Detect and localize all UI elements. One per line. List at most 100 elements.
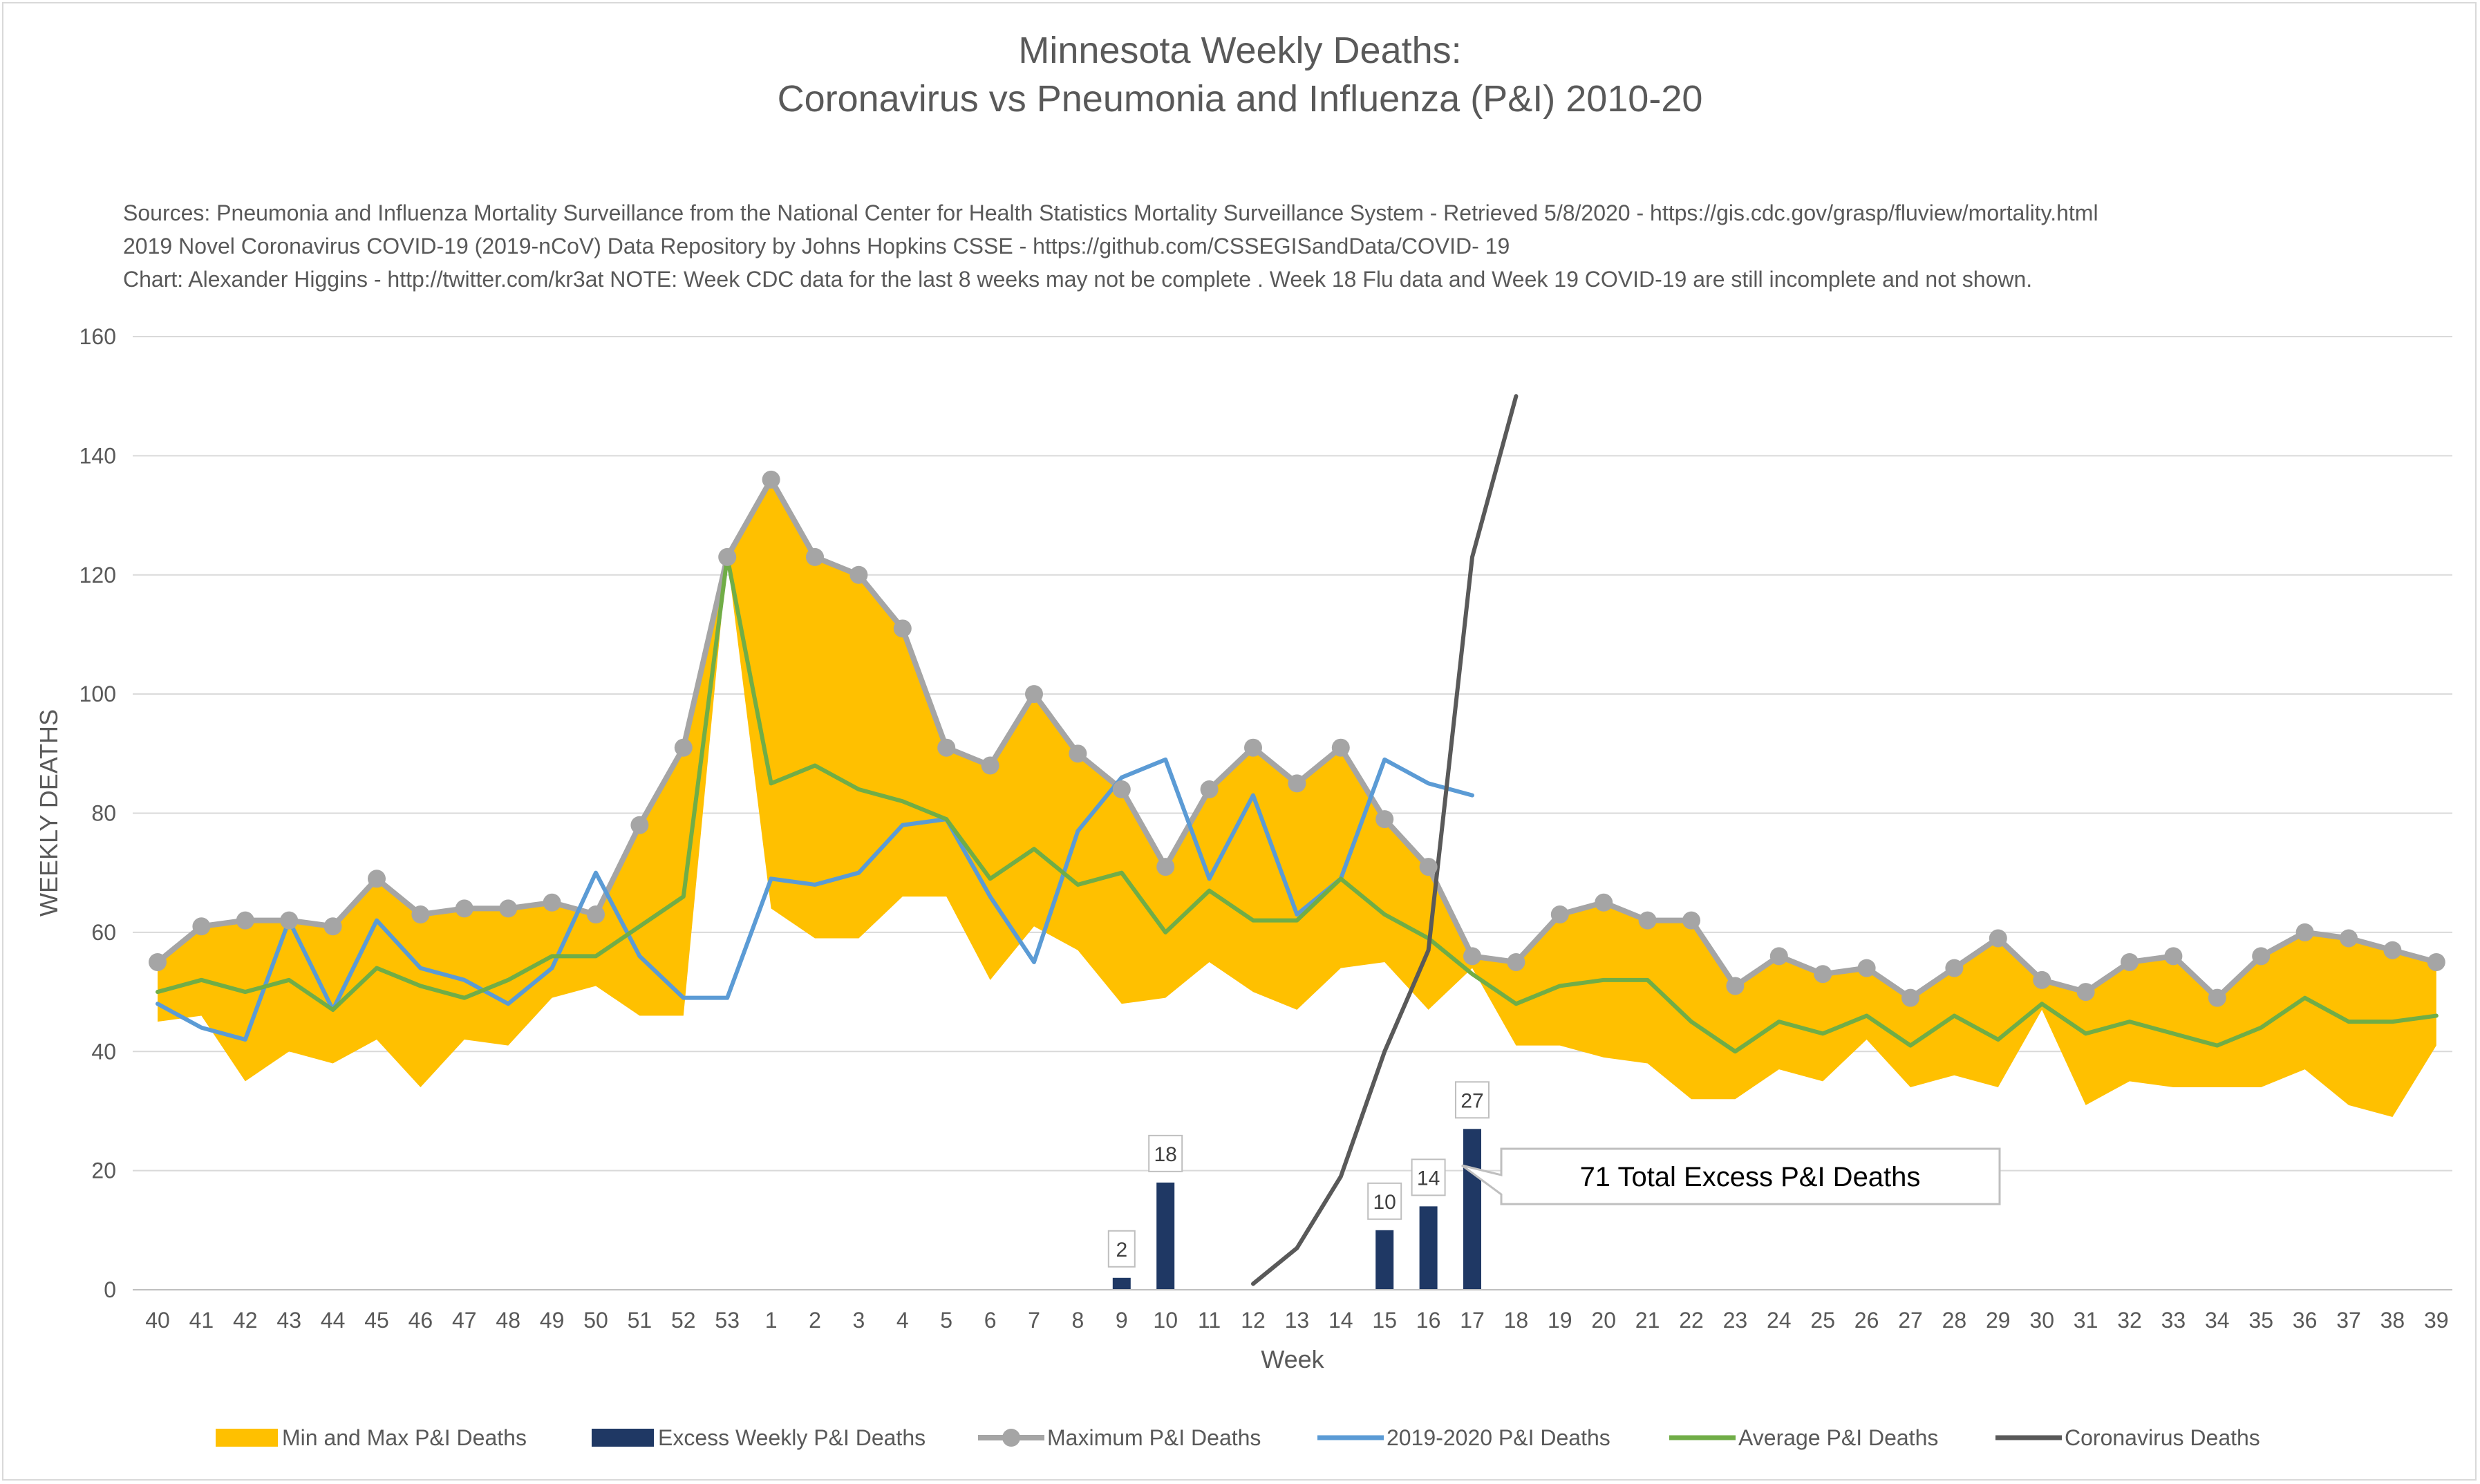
excess-bar-week-9 [1112, 1277, 1131, 1290]
maximum-marker [1814, 965, 1832, 984]
x-tick-label: 40 [145, 1308, 170, 1333]
maximum-marker [762, 470, 780, 489]
x-tick-label: 20 [1591, 1308, 1616, 1333]
x-tick-label: 15 [1372, 1308, 1397, 1333]
legend: Min and Max P&I Deaths Excess Weekly P&I … [216, 1425, 2260, 1450]
x-tick-label: 10 [1153, 1308, 1178, 1333]
legend-item: Excess Weekly P&I Deaths [592, 1425, 926, 1450]
x-tick-label: 16 [1416, 1308, 1441, 1333]
legend-swatch-area [216, 1429, 278, 1447]
bar-label-box [1367, 1182, 1402, 1220]
y-tick-label: 60 [91, 920, 116, 945]
x-tick-label: 2 [809, 1308, 821, 1333]
excess-bar-week-17 [1463, 1129, 1481, 1290]
maximum-marker [1769, 947, 1788, 966]
maximum-marker [937, 738, 956, 757]
bar-data-label: 10 [1373, 1191, 1396, 1214]
maximum-marker [1331, 738, 1350, 757]
legend-swatch-bar [592, 1429, 654, 1447]
x-tick-label: 44 [321, 1308, 346, 1333]
bar-data-label: 18 [1154, 1143, 1177, 1166]
x-tick-label: 52 [671, 1308, 696, 1333]
x-tick-label: 34 [2205, 1308, 2230, 1333]
x-tick-label: 1 [765, 1308, 778, 1333]
x-tick-label: 17 [1460, 1308, 1485, 1333]
maximum-marker [2295, 923, 2314, 941]
x-tick-label: 28 [1942, 1308, 1967, 1333]
x-tick-label: 38 [2380, 1308, 2405, 1333]
x-tick-label: 11 [1198, 1308, 1221, 1333]
legend-label: 2019-2020 P&I Deaths [1387, 1425, 1610, 1450]
excess-bar-week-10 [1156, 1182, 1175, 1290]
coronavirus-line [1251, 394, 1519, 1286]
callout-box [1461, 1147, 2001, 1205]
maximum-marker [2383, 941, 2402, 959]
x-tick-label: 39 [2424, 1308, 2449, 1333]
maximum-marker [280, 911, 299, 930]
y-axis-title: WEEKLY DEATHS [35, 709, 63, 917]
range-area-min-max [158, 479, 2436, 1118]
maximum-marker [849, 565, 868, 584]
x-tick-label: 32 [2117, 1308, 2142, 1333]
maximum-marker [411, 905, 430, 924]
x-tick-label: 12 [1241, 1308, 1266, 1333]
x-tick-label: 46 [408, 1308, 433, 1333]
maximum-marker [1244, 738, 1262, 757]
y-tick-label: 120 [79, 563, 116, 588]
legend-label: Min and Max P&I Deaths [282, 1425, 527, 1450]
x-tick-label: 48 [496, 1308, 520, 1333]
maximum-marker [1200, 780, 1219, 799]
maximum-marker [1726, 977, 1745, 995]
maximum-marker [981, 756, 999, 775]
maximum-marker [2033, 970, 2051, 989]
y-tick-label: 20 [91, 1158, 116, 1183]
x-axis-title: Week [1261, 1345, 1324, 1373]
maximum-marker [1463, 947, 1481, 966]
maximum-marker [1595, 893, 1613, 912]
x-tick-label: 22 [1679, 1308, 1704, 1333]
maximum-marker [1156, 858, 1175, 876]
bar-data-label: 2 [1116, 1239, 1127, 1261]
x-tick-label: 43 [276, 1308, 301, 1333]
x-tick-label: 36 [2293, 1308, 2318, 1333]
maximum-marker [2164, 947, 2183, 966]
maximum-marker [323, 917, 342, 936]
maximum-marker [893, 619, 912, 638]
maximum-marker [1069, 744, 1087, 763]
x-tick-label: 4 [896, 1308, 909, 1333]
x-tick-label: 7 [1028, 1308, 1040, 1333]
legend-label: Coronavirus Deaths [2065, 1425, 2260, 1450]
x-tick-label: 31 [2074, 1308, 2098, 1333]
x-tick-label: 25 [1810, 1308, 1835, 1333]
x-tick-label: 30 [2029, 1308, 2054, 1333]
maximum-marker [674, 738, 693, 757]
x-tick-label: 23 [1723, 1308, 1748, 1333]
maximum-marker [1419, 858, 1438, 876]
legend-item: Coronavirus Deaths [1995, 1425, 2260, 1450]
maximum-marker [2076, 983, 2095, 1002]
maximum-marker [630, 816, 649, 834]
maximum-marker [2340, 929, 2358, 948]
maximum-marker [718, 547, 737, 566]
maximum-marker [499, 899, 518, 918]
maximum-marker [2252, 947, 2271, 966]
x-tick-label: 8 [1072, 1308, 1084, 1333]
maximum-marker [1550, 905, 1569, 924]
y-tick-label: 140 [79, 443, 116, 468]
x-tick-label: 26 [1854, 1308, 1879, 1333]
chart-title-line2: Coronavirus vs Pneumonia and Influenza (… [777, 78, 1703, 120]
x-tick-label: 18 [1504, 1308, 1529, 1333]
excess-bar-week-16 [1419, 1206, 1438, 1290]
excess-bar-week-15 [1375, 1230, 1394, 1290]
legend-item: Maximum P&I Deaths [978, 1425, 1261, 1450]
callout-text: 71 Total Excess P&I Deaths [1580, 1162, 1921, 1192]
source-line-1: Sources: Pneumonia and Influenza Mortali… [123, 200, 2098, 225]
x-tick-label: 9 [1116, 1308, 1128, 1333]
maximum-marker [1682, 911, 1700, 930]
maximum-marker [1288, 774, 1306, 793]
x-tick-label: 33 [2161, 1308, 2186, 1333]
x-tick-label: 14 [1328, 1308, 1353, 1333]
x-tick-label: 19 [1548, 1308, 1572, 1333]
